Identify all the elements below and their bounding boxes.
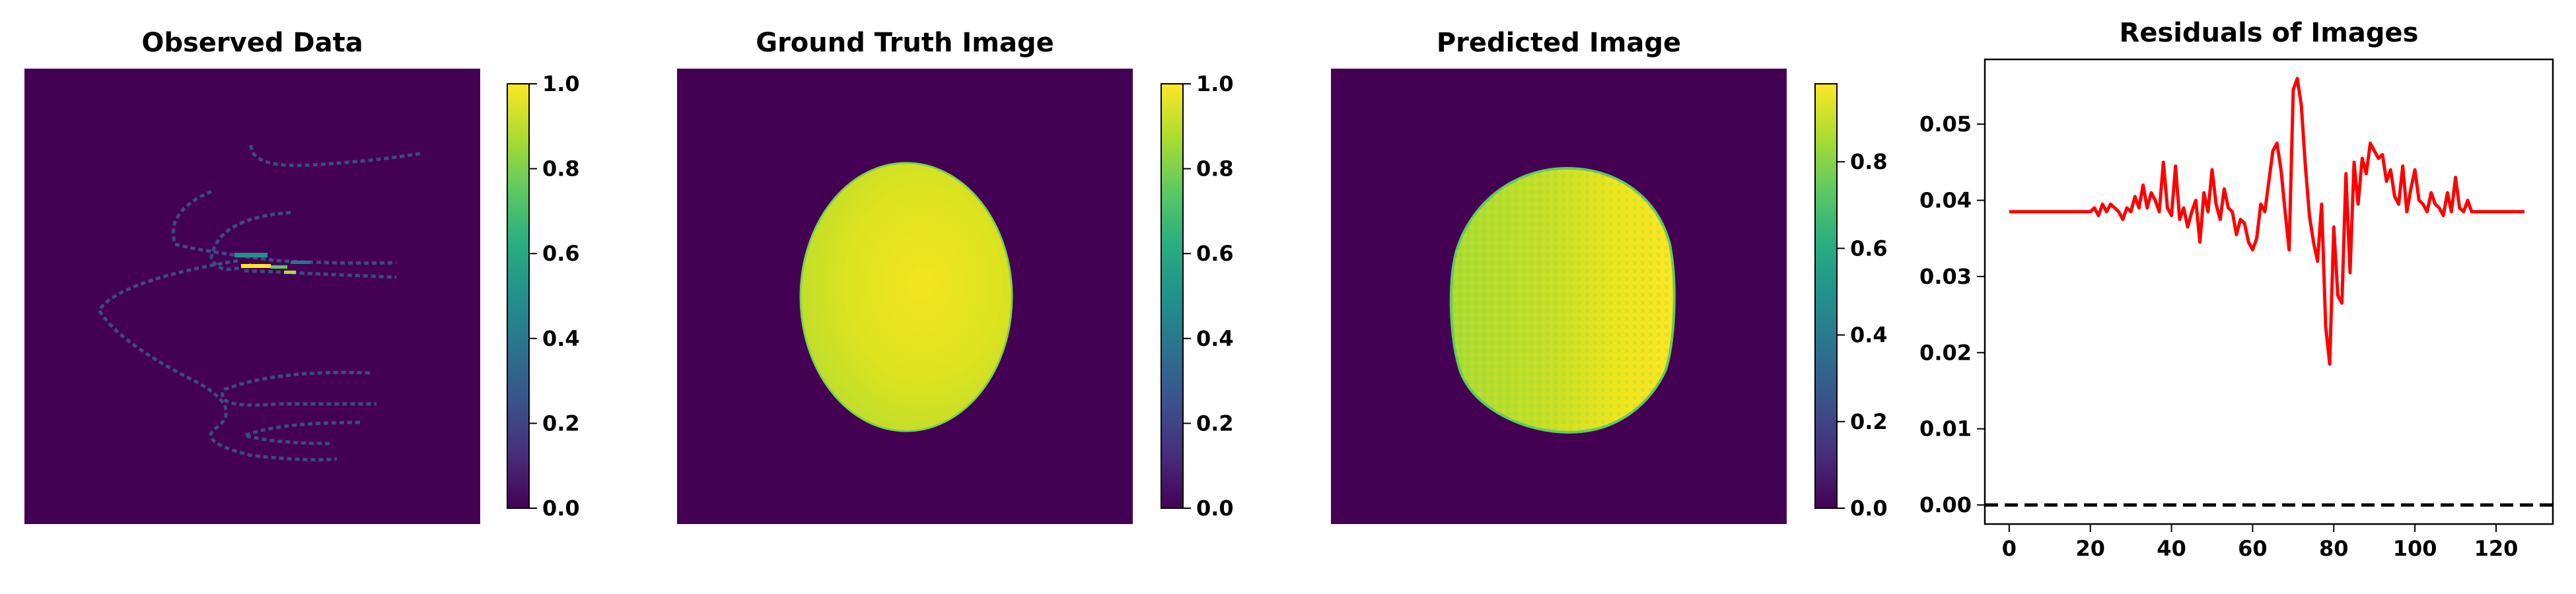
trace-mid-b xyxy=(209,211,291,271)
hot-spot-5 xyxy=(291,261,310,264)
colorbar-tick-label: 0.6 xyxy=(1850,236,1888,261)
colorbar-tick-label: 0.8 xyxy=(1196,156,1234,182)
colorbar-observed-data xyxy=(507,83,530,509)
x-tick-label: 100 xyxy=(2393,536,2437,561)
colorbar-tick-label: 0.0 xyxy=(542,496,580,521)
y-tick-label: 0.04 xyxy=(1919,188,1972,213)
residuals-plot-area xyxy=(1985,77,2553,507)
residuals-axes-frame xyxy=(1984,58,2554,525)
colorbar-tick-label: 0.0 xyxy=(1850,496,1888,521)
trace-mid-a xyxy=(171,189,397,265)
colorbar-tick-label: 0.6 xyxy=(1196,241,1234,266)
colorbar-tick-label: 0.8 xyxy=(542,156,580,182)
trace-right xyxy=(244,269,397,279)
colorbar-tick-label: 0.2 xyxy=(1850,409,1888,434)
trace-low-a xyxy=(221,370,376,407)
trace-low-b xyxy=(238,420,361,446)
colorbar-tick-label: 0.4 xyxy=(1196,326,1234,351)
colorbar-tick-label: 1.0 xyxy=(542,71,580,96)
colorbar-predicted xyxy=(1814,83,1838,509)
x-tick-label: 60 xyxy=(2238,536,2268,561)
y-tick-label: 0.05 xyxy=(1919,112,1972,137)
colorbar-tick-label: 0.8 xyxy=(1850,149,1888,174)
colorbar-ground-truth xyxy=(1161,83,1184,509)
colorbar-tick-label: 0.4 xyxy=(1850,323,1888,348)
y-tick-label: 0.00 xyxy=(1919,492,1972,517)
colorbar-tick-label: 0.0 xyxy=(1196,496,1234,521)
colorbar-tick-label: 0.2 xyxy=(1196,411,1234,436)
panel-predicted: Predicted Image 0.0 0.2 0.4 0.6 0.8 xyxy=(1331,28,1888,524)
colorbar-tick-label: 1.0 xyxy=(1196,71,1234,96)
residuals-axis-ticks: 0 20 40 60 80 100 120 0.00 0.01 0.02 0.03 0.04 0.05 xyxy=(1919,112,2518,561)
predicted-noise xyxy=(1450,168,1674,432)
colorbar-ticks-ground-truth: 0.0 0.2 0.4 0.6 0.8 1.0 xyxy=(1183,71,1234,521)
colorbar-tick-label: 0.4 xyxy=(542,326,580,351)
observed-hot-spots xyxy=(234,253,310,274)
ground-truth-ellipse xyxy=(799,162,1013,432)
x-tick-label: 80 xyxy=(2319,536,2349,561)
colorbar-tick-label: 0.6 xyxy=(542,241,580,266)
hot-spot-3 xyxy=(271,265,287,269)
title-residuals: Residuals of Images xyxy=(2120,18,2419,48)
y-tick-label: 0.01 xyxy=(1919,416,1972,442)
hot-spot-4 xyxy=(284,271,296,274)
heatmap-observed-data xyxy=(24,69,480,524)
title-predicted: Predicted Image xyxy=(1437,28,1681,58)
x-tick-label: 20 xyxy=(2075,536,2105,561)
y-tick-label: 0.02 xyxy=(1919,340,1972,365)
x-tick-label: 40 xyxy=(2157,536,2186,561)
panel-observed-data: Observed Data 0.0 0.2 0.4 0.6 0.8 1.0 xyxy=(24,28,580,524)
residuals-series-line xyxy=(2009,77,2524,366)
colorbar-tick-label: 0.2 xyxy=(542,411,580,436)
y-tick-label: 0.03 xyxy=(1919,264,1972,289)
title-ground-truth: Ground Truth Image xyxy=(756,28,1054,58)
hot-spot-2 xyxy=(241,264,271,268)
panel-residuals: Residuals of Images 0 20 40 60 80 100 1200.000… xyxy=(1919,18,2554,561)
x-tick-label: 0 xyxy=(2002,536,2017,561)
trace-top xyxy=(249,145,423,168)
colorbar-ticks-observed-data: 0.0 0.2 0.4 0.6 0.8 1.0 xyxy=(529,71,580,521)
panel-ground-truth: Ground Truth Image 0.0 0.2 0.4 0.6 0.8 1.0 xyxy=(677,28,1234,524)
hot-spot-1 xyxy=(234,253,268,257)
observed-traces xyxy=(97,145,423,462)
colorbar-ticks-predicted: 0.0 0.2 0.4 0.6 0.8 xyxy=(1837,149,1888,521)
trace-big-s xyxy=(97,259,338,462)
x-tick-label: 120 xyxy=(2474,536,2519,561)
title-observed-data: Observed Data xyxy=(141,28,363,58)
